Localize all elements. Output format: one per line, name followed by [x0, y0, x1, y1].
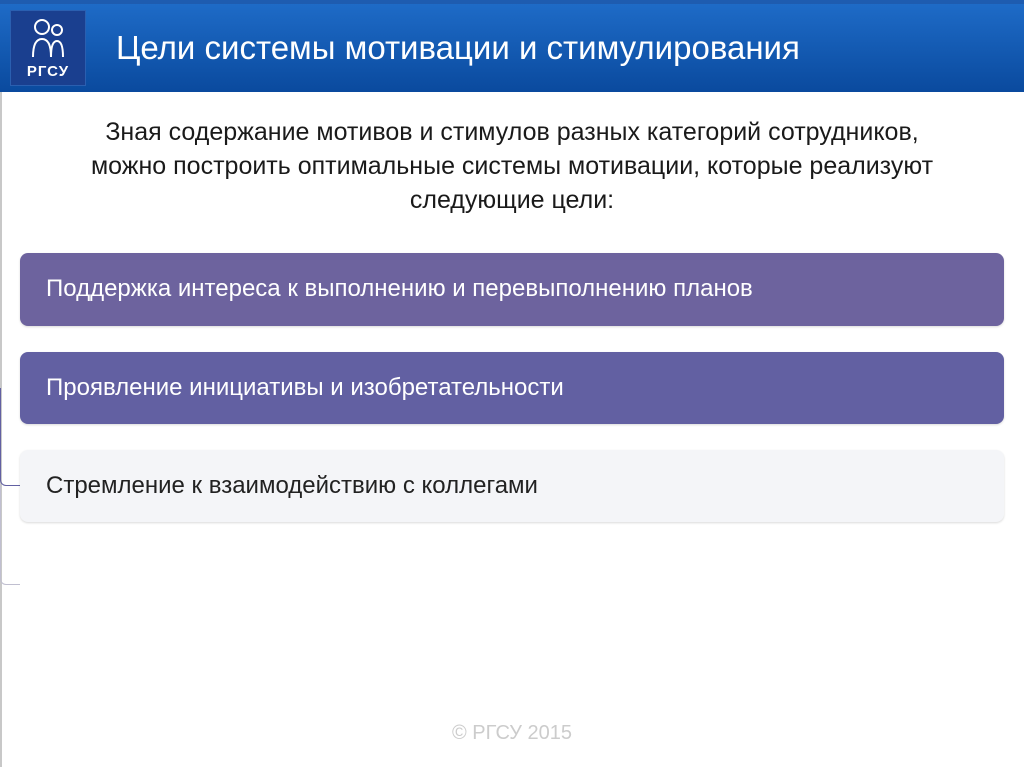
slide-title: Цели системы мотивации и стимулирования	[116, 29, 800, 67]
goal-connector	[0, 388, 20, 486]
logo-box: РГСУ	[10, 10, 86, 86]
logo-text: РГСУ	[27, 63, 69, 80]
slide-header: РГСУ Цели системы мотивации и стимулиров…	[0, 0, 1024, 92]
goal-item: Стремление к взаимодействию с коллегами	[20, 450, 1004, 522]
goal-text: Проявление инициативы и изобретательност…	[46, 374, 564, 401]
goal-connector	[0, 486, 20, 584]
goal-item: Поддержка интереса к выполнению и перевы…	[20, 253, 1004, 325]
intro-paragraph: Зная содержание мотивов и стимулов разны…	[0, 92, 1024, 253]
goals-list: Поддержка интереса к выполнению и перевы…	[0, 253, 1024, 522]
watermark: © РГСУ 2015	[452, 722, 572, 745]
people-icon	[27, 17, 69, 61]
goal-text: Стремление к взаимодействию с коллегами	[46, 472, 538, 499]
goal-item: Проявление инициативы и изобретательност…	[20, 352, 1004, 424]
goal-text: Поддержка интереса к выполнению и перевы…	[46, 275, 753, 302]
